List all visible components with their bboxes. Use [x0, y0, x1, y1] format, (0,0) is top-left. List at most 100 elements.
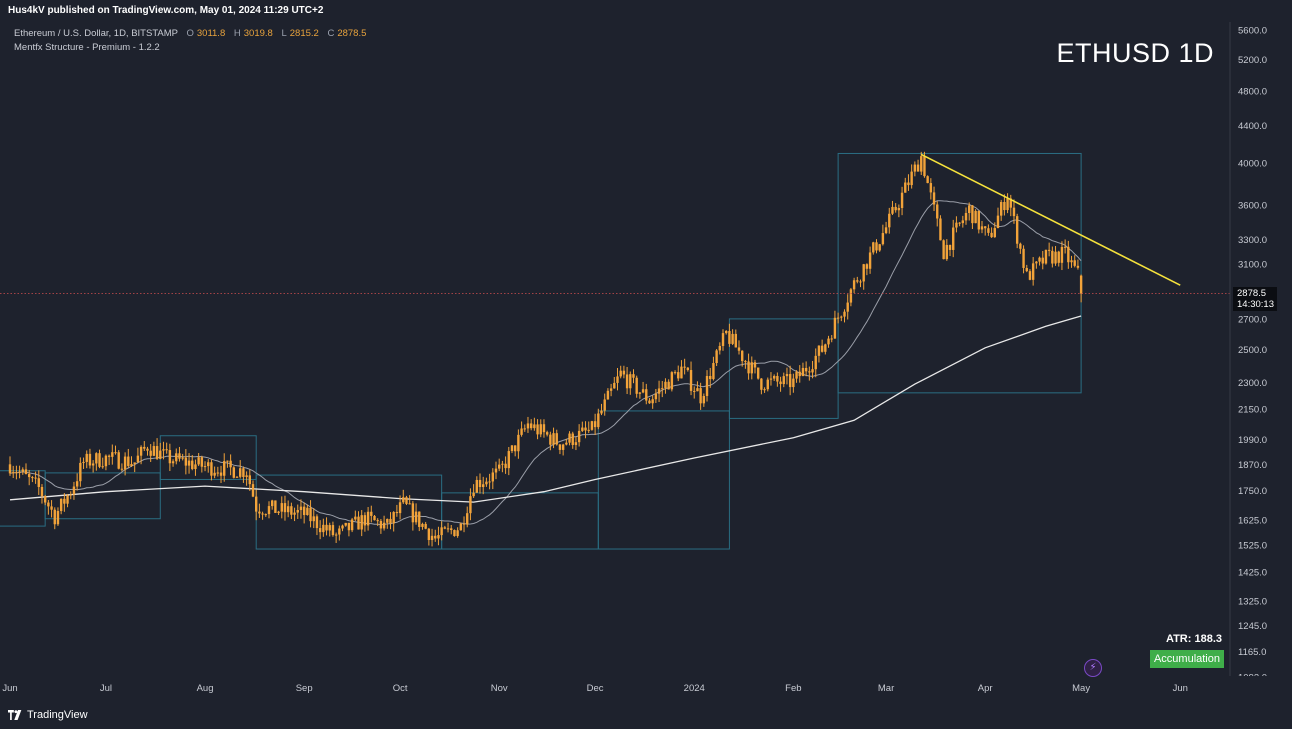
time-tick-label: Oct [393, 683, 408, 694]
tradingview-logo[interactable]: TradingView [8, 709, 88, 721]
candle-body [1067, 246, 1070, 263]
candle-body [290, 506, 293, 515]
time-tick-label: Sep [296, 683, 313, 694]
price-tick-label: 3100.0 [1238, 260, 1267, 271]
indicator-name[interactable]: Mentfx Structure - Premium - 1.2.2 [14, 42, 160, 53]
candle-body [897, 208, 901, 211]
candle-body [53, 509, 56, 525]
candle-body [440, 527, 443, 536]
candle-body [1079, 275, 1083, 294]
candle-body [59, 498, 63, 512]
candle-body [728, 330, 731, 344]
candle-body [261, 513, 264, 515]
candle-body [613, 382, 616, 389]
candle-body [203, 466, 207, 468]
candle-body [958, 222, 961, 224]
time-tick-label: Jun [1173, 683, 1188, 694]
candle-body [584, 427, 587, 431]
candle-body [207, 462, 210, 467]
candle-body [123, 456, 127, 470]
candle-body [932, 192, 936, 205]
candle-body [427, 528, 431, 541]
atr-readout: ATR: 188.3 [1165, 633, 1222, 645]
candle-body [788, 374, 792, 388]
candle-body [629, 374, 632, 389]
candle-body [146, 448, 149, 451]
time-tick-label: Nov [491, 683, 508, 694]
candle-body [485, 481, 488, 485]
candle-body [939, 218, 942, 241]
candle-body [357, 516, 360, 530]
time-tick-label: Dec [587, 683, 604, 694]
candle-body [370, 511, 373, 516]
candle-body [354, 516, 357, 520]
candle-body [325, 524, 328, 531]
candle-body [491, 472, 495, 482]
indicator-legend[interactable]: Mentfx Structure - Premium - 1.2.2 [14, 42, 160, 53]
price-tick-label: 1625.0 [1238, 515, 1267, 526]
candle-body [37, 478, 40, 487]
candle-body [814, 355, 817, 370]
candle-body [702, 395, 706, 404]
candle-body [1022, 248, 1025, 268]
candle-body [421, 523, 424, 527]
last-price: 2878.5 [1237, 288, 1267, 299]
time-tick-label: Jun [2, 683, 17, 694]
candle-body [430, 535, 434, 541]
publisher-text: Hus4kV published on TradingView.com, May… [8, 5, 324, 16]
candle-body [312, 516, 315, 522]
candle-body [1063, 246, 1067, 248]
candle-body [152, 446, 156, 456]
accumulation-badge: Accumulation [1149, 650, 1224, 668]
candle-body [833, 317, 837, 339]
candle-body [929, 183, 933, 193]
candle-body [862, 264, 865, 282]
candle-body [382, 522, 386, 529]
time-tick-label: Aug [197, 683, 214, 694]
time-tick-label: May [1072, 683, 1090, 694]
price-tick-label: 1245.0 [1238, 621, 1267, 632]
last-price-tag: 2878.5 14:30:13 [1233, 287, 1277, 311]
candle-body [600, 410, 603, 414]
candle-body [1044, 249, 1048, 264]
candle-body [849, 289, 853, 303]
candle-body [210, 462, 213, 476]
candle-body [111, 452, 114, 457]
candle-body [577, 430, 581, 443]
candle-body [891, 206, 894, 214]
symbol-legend: Ethereum / U.S. Dollar, 1D, BITSTAMP O 30… [14, 28, 366, 39]
candle-body [916, 164, 920, 172]
candle-body [408, 503, 411, 505]
candle-body [705, 375, 709, 396]
candle-body [1070, 260, 1073, 263]
candle-body [101, 466, 104, 468]
candle-body [34, 477, 37, 479]
candle-body [219, 472, 223, 476]
candle-body [961, 220, 965, 224]
candle-body [27, 473, 31, 478]
candle-body [184, 457, 188, 466]
candle-body [162, 449, 165, 451]
price-chart[interactable]: 5600.0 5200.0 4800.0 4400.0 4000.0 3600.0 3300… [0, 22, 1292, 702]
tradingview-logo-text: TradingView [27, 709, 88, 721]
candle-body [533, 424, 536, 429]
time-tick-label: Apr [978, 683, 993, 694]
candle-body [501, 463, 504, 465]
price-tick-label: 2300.0 [1238, 378, 1267, 389]
candle-body [386, 518, 389, 523]
candle-body [677, 372, 680, 379]
candle-body [437, 535, 440, 539]
price-axis-background [1230, 22, 1292, 680]
candle-body [904, 182, 907, 193]
candle-body [350, 519, 354, 531]
chart-area[interactable]: 5600.0 5200.0 4800.0 4400.0 4000.0 3600.0 3300… [0, 22, 1292, 702]
bolt-icon[interactable]: ⚡ [1084, 659, 1102, 677]
candle-body [50, 506, 53, 510]
candle-body [79, 462, 82, 482]
resistance-trendline[interactable] [920, 153, 1181, 286]
candle-body [175, 453, 178, 462]
candle-body [114, 452, 117, 454]
candle-body [264, 514, 267, 516]
candle-body [574, 442, 578, 445]
candle-body [593, 421, 597, 428]
